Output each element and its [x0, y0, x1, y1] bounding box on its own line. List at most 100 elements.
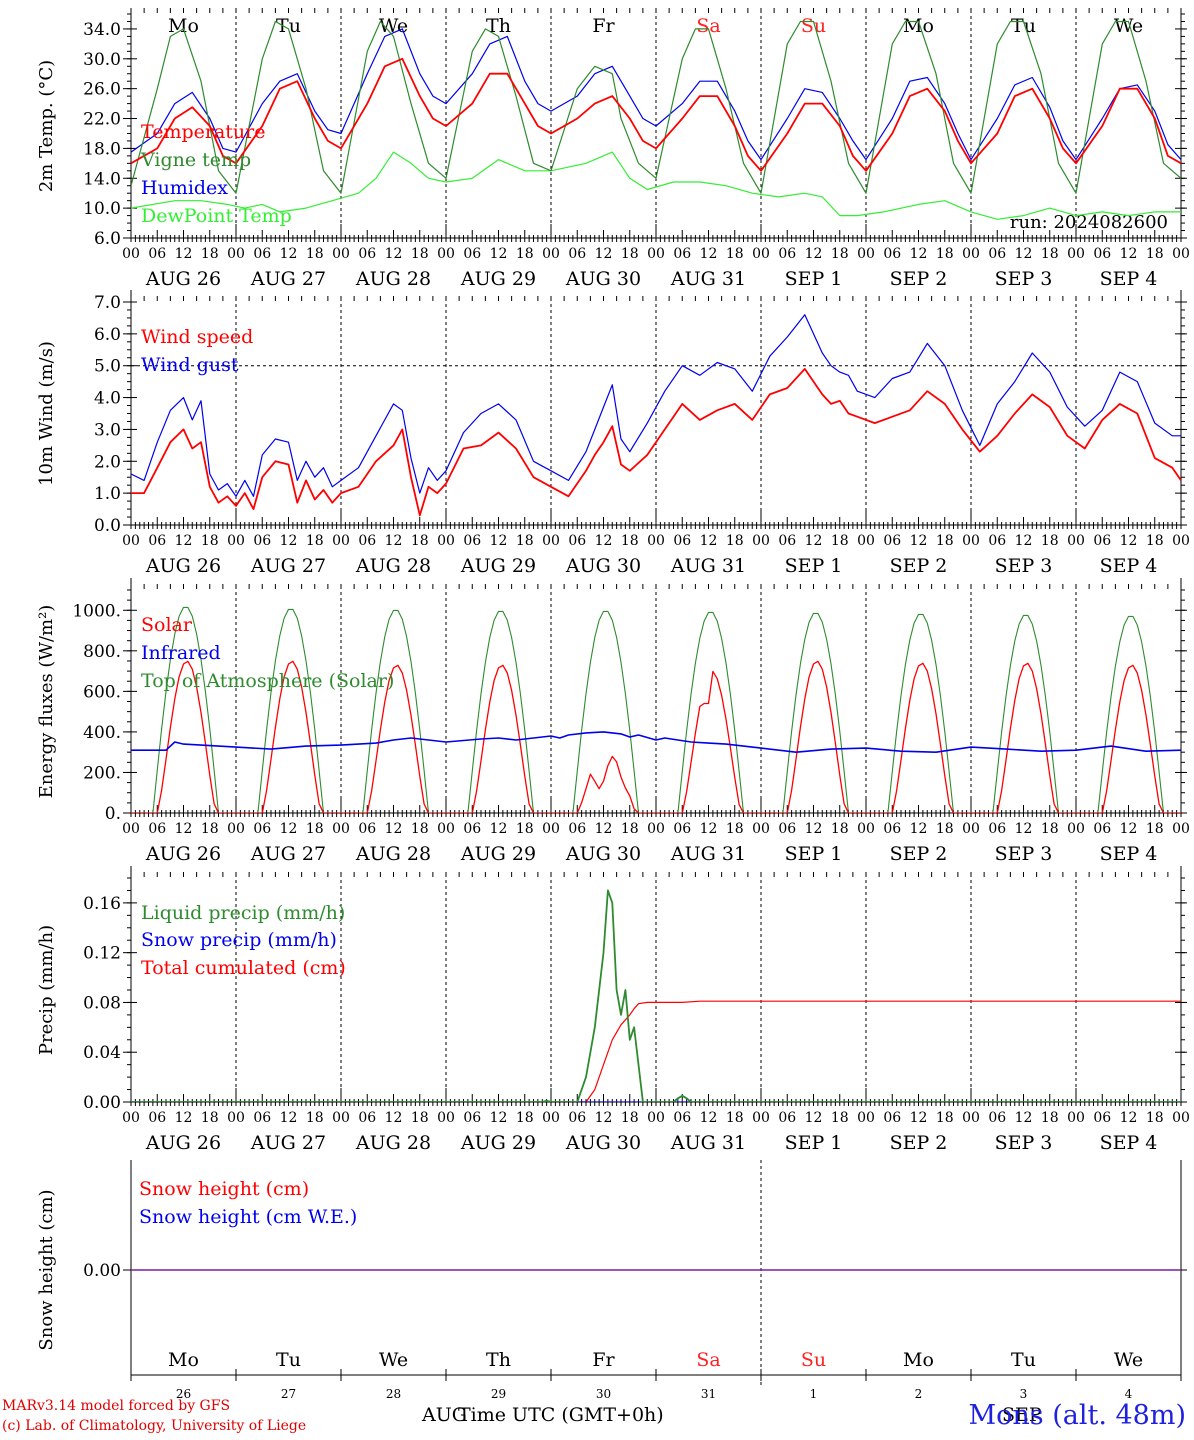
- hour-tick-label: 06: [883, 1110, 901, 1126]
- hour-tick-label: 12: [1120, 533, 1138, 549]
- hour-tick-label: 00: [1067, 821, 1085, 837]
- hour-tick-label: 00: [647, 821, 665, 837]
- hour-tick-label: 18: [1041, 533, 1059, 549]
- date-label: AUG 29: [460, 1132, 536, 1154]
- hour-tick-label: 12: [490, 821, 508, 837]
- hour-tick-label: 00: [227, 533, 245, 549]
- y-tick-label: 26.0: [83, 80, 121, 100]
- date-label: SEP 1: [785, 1132, 843, 1154]
- legend-entry: Humidex: [141, 177, 228, 199]
- panel-4: 0.00 0.04 0.08 0.12 0.16 Precip (mm/h) 00 06 12 1…: [36, 866, 1190, 1154]
- month-right-label: SEP: [1002, 1404, 1042, 1426]
- hour-tick-label: 00: [227, 246, 245, 262]
- hour-tick-label: 06: [148, 246, 166, 262]
- y-tick-label: 1.0: [94, 484, 121, 504]
- date-label: AUG 31: [670, 268, 746, 290]
- hour-tick-label: 06: [148, 821, 166, 837]
- date-label: SEP 2: [890, 843, 948, 865]
- station-label: Mons (alt. 48m): [968, 1400, 1186, 1431]
- hour-tick-label: 00: [647, 533, 665, 549]
- weekday-label: Mo: [903, 15, 934, 37]
- legend-entry: Snow height (cm): [139, 1178, 309, 1200]
- hour-tick-label: 06: [463, 246, 481, 262]
- weekday-label: Th: [486, 15, 511, 37]
- date-label: SEP 2: [890, 1132, 948, 1154]
- y-tick-label: 6.0: [94, 229, 121, 249]
- hour-tick-label: 12: [805, 533, 823, 549]
- hour-tick-label: 12: [1015, 1110, 1033, 1126]
- hour-tick-label: 06: [568, 821, 586, 837]
- hour-tick-label: 06: [253, 533, 271, 549]
- y-tick-label: 3.0: [94, 420, 121, 440]
- series-group: [131, 606, 1181, 813]
- series-group: [131, 20, 1181, 220]
- lab-credit: (c) Lab. of Climatology, University of L…: [2, 1418, 307, 1434]
- legend-entry: Solar: [141, 614, 193, 636]
- hour-tick-label: 18: [621, 821, 639, 837]
- hour-tick-label: 12: [700, 821, 718, 837]
- hour-tick-label: 00: [542, 821, 560, 837]
- month-left-label: AUG: [422, 1404, 467, 1426]
- legend-entry: Liquid precip (mm/h): [141, 902, 345, 924]
- hour-tick-label: 06: [358, 246, 376, 262]
- date-label: SEP 4: [1100, 268, 1158, 290]
- hour-tick-label: 12: [280, 1110, 298, 1126]
- date-label: AUG 27: [250, 555, 326, 577]
- hour-tick-label: 18: [936, 821, 954, 837]
- hour-tick-label: 06: [358, 1110, 376, 1126]
- date-label: AUG 26: [145, 843, 221, 865]
- hour-tick-label: 12: [805, 821, 823, 837]
- weekday-label-bottom: Tu: [276, 1349, 301, 1371]
- hour-tick-label: 00: [1067, 533, 1085, 549]
- hour-tick-label: 00: [962, 821, 980, 837]
- hour-tick-label: 00: [332, 246, 350, 262]
- hour-tick-label: 00: [332, 1110, 350, 1126]
- date-label: AUG 26: [145, 1132, 221, 1154]
- y-tick-label: 0.08: [83, 993, 121, 1013]
- hour-tick-label: 18: [516, 246, 534, 262]
- hour-tick-label: 06: [568, 1110, 586, 1126]
- series-line-3: [131, 1000, 1181, 1102]
- series-line-toa: [131, 606, 1181, 813]
- hour-tick-label: 06: [778, 821, 796, 837]
- hour-tick-label: 12: [175, 246, 193, 262]
- legend-entry: DewPoint Temp: [141, 205, 292, 227]
- hour-tick-label: 18: [726, 821, 744, 837]
- weekday-label-bottom: We: [379, 1349, 408, 1371]
- hour-tick-label: 06: [883, 533, 901, 549]
- y-tick-label: 6.0: [94, 325, 121, 345]
- legend-entry: Temperature: [141, 121, 265, 143]
- hour-tick-label: 18: [516, 1110, 534, 1126]
- hour-tick-label: 18: [411, 821, 429, 837]
- y-tick-label: 0.: [105, 804, 121, 824]
- hour-tick-label: 06: [463, 821, 481, 837]
- hour-tick-label: 18: [621, 246, 639, 262]
- hour-tick-label: 00: [962, 1110, 980, 1126]
- y-tick-label: 14.0: [83, 169, 121, 189]
- hour-tick-label: 00: [1172, 246, 1190, 262]
- series-line-1: [131, 889, 1181, 1102]
- hour-tick-label: 00: [962, 246, 980, 262]
- date-label: SEP 4: [1100, 555, 1158, 577]
- hour-tick-label: 12: [1120, 821, 1138, 837]
- legend-entry: Snow precip (mm/h): [141, 929, 337, 951]
- hour-tick-label: 12: [595, 821, 613, 837]
- y-tick-label: 0.0: [94, 516, 121, 536]
- hour-tick-label: 00: [1067, 246, 1085, 262]
- hour-tick-label: 18: [1041, 821, 1059, 837]
- day-number-label: 1: [810, 1387, 818, 1401]
- hour-tick-label: 06: [1093, 246, 1111, 262]
- hour-tick-label: 00: [857, 533, 875, 549]
- hour-tick-label: 12: [490, 533, 508, 549]
- series-line-2: [131, 314, 1181, 497]
- hour-tick-label: 00: [857, 821, 875, 837]
- date-label: AUG 28: [355, 843, 431, 865]
- hour-tick-label: 12: [910, 246, 928, 262]
- date-label: AUG 28: [355, 1132, 431, 1154]
- legend-entry: Top of Atmosphere (Solar): [141, 670, 394, 692]
- hour-tick-label: 12: [700, 533, 718, 549]
- weekday-label-bottom: Sa: [696, 1349, 720, 1371]
- y-tick-label: 200.: [83, 763, 121, 783]
- date-label: SEP 3: [995, 268, 1053, 290]
